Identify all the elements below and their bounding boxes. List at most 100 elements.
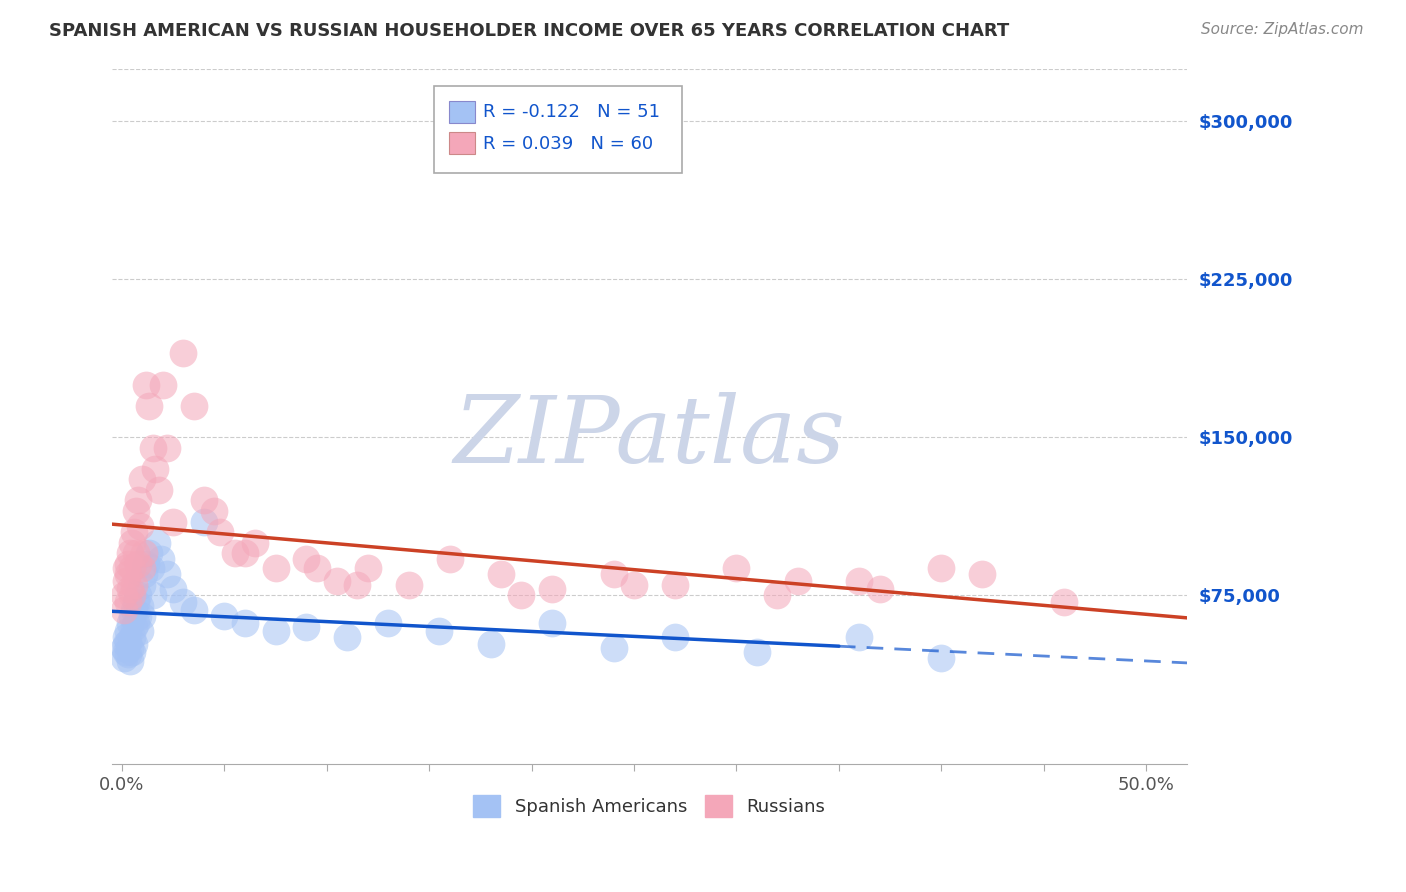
Point	[233, 546, 256, 560]
Point	[122, 637, 145, 651]
Point	[541, 582, 564, 596]
Point	[398, 578, 420, 592]
Point	[357, 561, 380, 575]
Point	[162, 515, 184, 529]
Point	[131, 472, 153, 486]
Point	[145, 535, 167, 549]
Point	[112, 588, 135, 602]
Point	[214, 609, 236, 624]
Point	[766, 588, 789, 602]
FancyBboxPatch shape	[450, 101, 475, 123]
Point	[972, 567, 994, 582]
Point	[138, 399, 160, 413]
Point	[115, 645, 138, 659]
Point	[264, 561, 287, 575]
Point	[149, 552, 172, 566]
Point	[121, 535, 143, 549]
Point	[143, 462, 166, 476]
Point	[129, 518, 152, 533]
Point	[117, 557, 139, 571]
Point	[121, 561, 143, 575]
Point	[129, 599, 152, 613]
Point	[623, 578, 645, 592]
Point	[121, 645, 143, 659]
Point	[121, 588, 143, 602]
Point	[148, 483, 170, 497]
Point	[745, 645, 768, 659]
Point	[172, 346, 194, 360]
Point	[127, 609, 149, 624]
Text: R = -0.122   N = 51: R = -0.122 N = 51	[482, 103, 659, 121]
Point	[117, 567, 139, 582]
Point	[929, 651, 952, 665]
Point	[125, 594, 148, 608]
Point	[725, 561, 748, 575]
Point	[134, 567, 156, 582]
Point	[127, 588, 149, 602]
Point	[121, 609, 143, 624]
Point	[243, 535, 266, 549]
Point	[129, 624, 152, 638]
Point	[117, 647, 139, 661]
Point	[115, 631, 138, 645]
Point	[125, 504, 148, 518]
Point	[202, 504, 225, 518]
Point	[122, 578, 145, 592]
Point	[929, 561, 952, 575]
Point	[135, 377, 157, 392]
Point	[429, 624, 451, 638]
Point	[131, 609, 153, 624]
Point	[183, 399, 205, 413]
Text: ZIPatlas: ZIPatlas	[454, 392, 845, 482]
Point	[336, 631, 359, 645]
Point	[295, 552, 318, 566]
Point	[115, 561, 138, 575]
Point	[120, 654, 142, 668]
Point	[209, 524, 232, 539]
FancyBboxPatch shape	[434, 86, 682, 173]
Point	[120, 546, 142, 560]
Point	[848, 631, 870, 645]
Point	[120, 582, 142, 596]
Point	[602, 567, 624, 582]
Point	[112, 603, 135, 617]
Point	[115, 574, 138, 588]
Point	[142, 441, 165, 455]
Point	[193, 515, 215, 529]
Point	[131, 561, 153, 575]
Point	[172, 594, 194, 608]
Point	[377, 615, 399, 630]
Text: Source: ZipAtlas.com: Source: ZipAtlas.com	[1201, 22, 1364, 37]
Point	[131, 578, 153, 592]
Point	[489, 567, 512, 582]
Point	[183, 603, 205, 617]
Point	[112, 640, 135, 655]
Point	[115, 637, 138, 651]
Point	[264, 624, 287, 638]
Point	[112, 651, 135, 665]
Point	[439, 552, 461, 566]
Point	[120, 640, 142, 655]
Legend: Spanish Americans, Russians: Spanish Americans, Russians	[465, 788, 832, 824]
Point	[233, 615, 256, 630]
Point	[152, 377, 174, 392]
Point	[162, 582, 184, 596]
Point	[510, 588, 533, 602]
Point	[346, 578, 368, 592]
Point	[326, 574, 349, 588]
Point	[135, 557, 157, 571]
Point	[139, 561, 162, 575]
Point	[602, 640, 624, 655]
Point	[122, 603, 145, 617]
Point	[122, 524, 145, 539]
Point	[134, 546, 156, 560]
Text: R = 0.039   N = 60: R = 0.039 N = 60	[482, 135, 652, 153]
Point	[125, 615, 148, 630]
Point	[295, 620, 318, 634]
Point	[848, 574, 870, 588]
Point	[117, 624, 139, 638]
Text: SPANISH AMERICAN VS RUSSIAN HOUSEHOLDER INCOME OVER 65 YEARS CORRELATION CHART: SPANISH AMERICAN VS RUSSIAN HOUSEHOLDER …	[49, 22, 1010, 40]
FancyBboxPatch shape	[450, 132, 475, 154]
Point	[479, 637, 502, 651]
Point	[541, 615, 564, 630]
